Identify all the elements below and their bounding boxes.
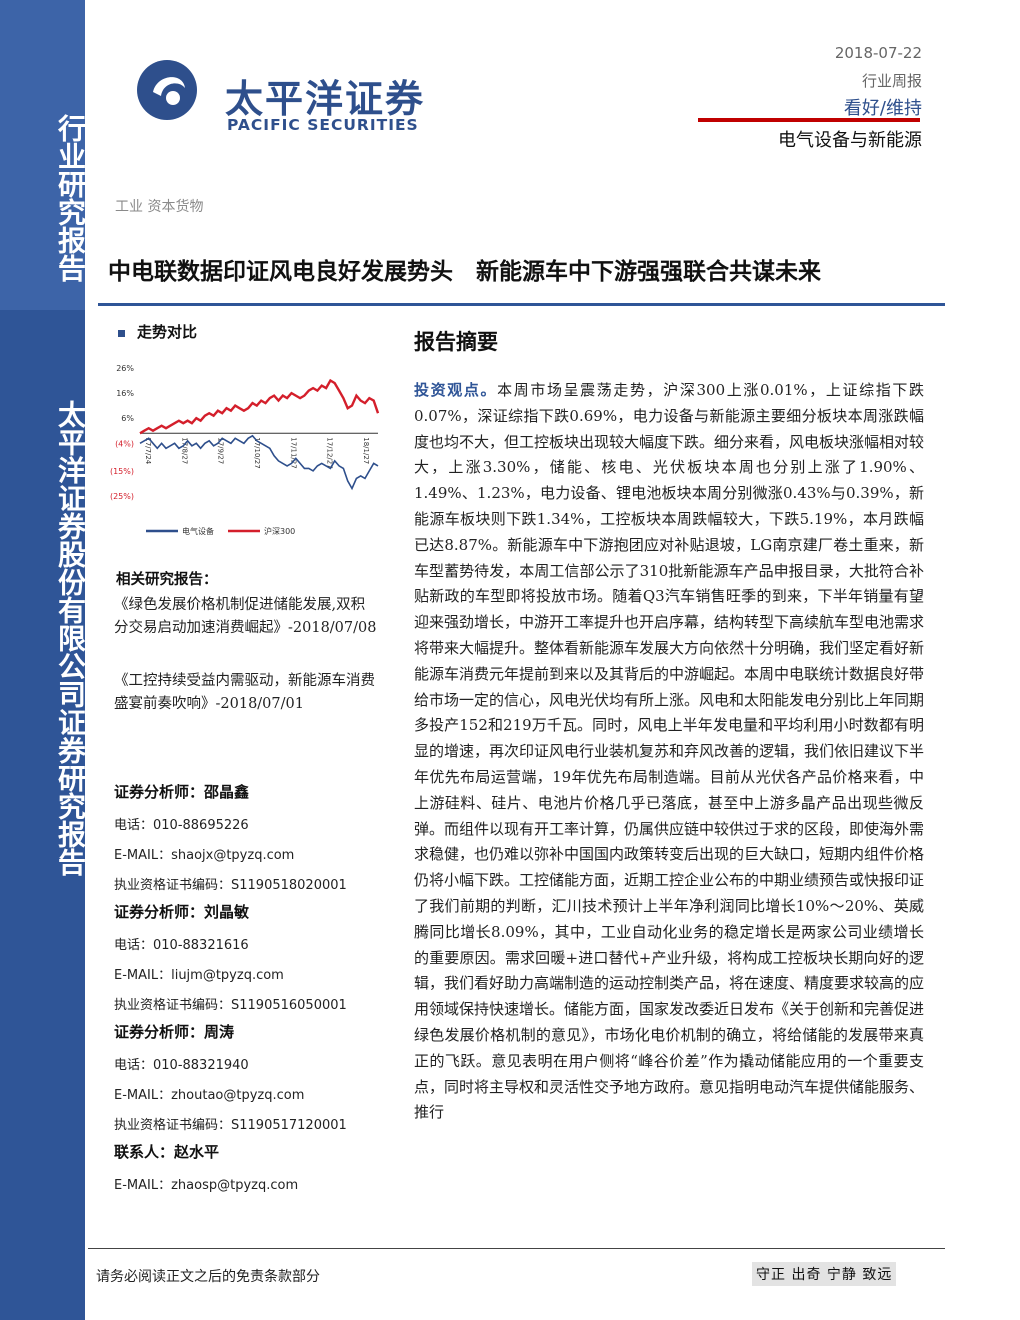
sidebar-bottom-text: 太平洋证券股份有限公司证券研究报告 bbox=[54, 400, 87, 876]
related-heading: 相关研究报告： bbox=[116, 571, 218, 588]
contact-title: 联系人：赵水平 bbox=[114, 1143, 220, 1161]
footer-motto: 守正 出奇 宁静 致远 bbox=[752, 1262, 897, 1286]
logo-english-name: PACIFIC SECURITIES bbox=[227, 116, 419, 134]
rating-badge: 看好/维持 bbox=[843, 98, 922, 119]
y-tick-label: (25%) bbox=[110, 492, 134, 501]
analyst-email[interactable]: E-MAIL：liujm@tpyzq.com bbox=[114, 968, 284, 983]
y-tick-label: (15%) bbox=[110, 467, 134, 476]
rating-underline bbox=[698, 118, 920, 122]
y-tick-label: 16% bbox=[116, 389, 134, 398]
analyst-phone: 电话：010-88321616 bbox=[114, 938, 249, 953]
logo-chinese-name: 太平洋证券 bbox=[225, 77, 426, 121]
industry-tag: 工业 资本货物 bbox=[115, 199, 204, 215]
analyst-cert: 执业资格证书编码：S1190518020001 bbox=[114, 878, 347, 893]
x-tick-label: 17/8/27 bbox=[180, 437, 188, 464]
legend-label: 电气设备 bbox=[182, 526, 214, 536]
series-line-electric bbox=[139, 434, 379, 491]
y-tick-label: 26% bbox=[116, 364, 134, 373]
x-tick-label: 17/10/27 bbox=[253, 437, 261, 468]
related-item[interactable]: 《绿色发展价格机制促进储能发展,双积分交易启动加速消费崛起》-2018/07/0… bbox=[114, 597, 377, 636]
company-logo: 太平洋证券 PACIFIC SECURITIES bbox=[105, 18, 445, 168]
analyst-email[interactable]: E-MAIL：shaojx@tpyzq.com bbox=[114, 848, 295, 863]
sidebar-top-panel bbox=[0, 0, 85, 310]
analyst-email[interactable]: E-MAIL：zhoutao@tpyzq.com bbox=[114, 1088, 305, 1103]
page-title: 中电联数据印证风电良好发展势头 新能源车中下游强强联合共谋未来 bbox=[108, 258, 821, 285]
x-tick-label: 17/9/27 bbox=[217, 437, 225, 464]
legend-label: 沪深300 bbox=[264, 526, 295, 536]
contact-email[interactable]: E-MAIL：zhaosp@tpyzq.com bbox=[114, 1178, 299, 1193]
analyst-title: 证券分析师：周涛 bbox=[114, 1023, 235, 1041]
title-divider bbox=[98, 303, 945, 306]
x-tick-label: 17/12/27 bbox=[326, 437, 334, 468]
report-type: 行业周报 bbox=[861, 72, 922, 90]
analyst-phone: 电话：010-88321940 bbox=[114, 1058, 249, 1073]
analyst-title: 证券分析师：刘晶敏 bbox=[114, 903, 250, 921]
report-date: 2018-07-22 bbox=[834, 44, 922, 62]
y-tick-label: 6% bbox=[121, 414, 134, 423]
x-tick-label: 17/11/27 bbox=[289, 437, 297, 468]
trend-chart: 26% 16% 6% (4%) (15%) (25%) 17/7/24 17/8/27 17/9… bbox=[110, 364, 380, 536]
logo-emblem-icon bbox=[107, 26, 197, 138]
investment-view-label: 投资观点。 bbox=[414, 381, 498, 399]
analyst-cert: 执业资格证书编码：S1190516050001 bbox=[114, 998, 347, 1013]
analyst-title: 证券分析师：邵晶鑫 bbox=[114, 783, 250, 801]
x-tick-label: 18/1/27 bbox=[362, 437, 370, 464]
analyst-cert: 执业资格证书编码：S1190517120001 bbox=[114, 1118, 347, 1133]
bullet-square-icon bbox=[118, 329, 125, 337]
related-item[interactable]: 《工控持续受益内需驱动，新能源车消费盛宴前奏吹响》-2018/07/01 bbox=[114, 673, 375, 712]
analyst-phone: 电话：010-88695226 bbox=[114, 818, 249, 833]
footer-disclaimer: 请务必阅读正文之后的免责条款部分 bbox=[96, 1269, 320, 1285]
sector-label: 电气设备与新能源 bbox=[778, 130, 922, 151]
abstract-body: 投资观点。本周市场呈震荡走势，沪深300上涨0.01%，上证综指下跌0.07%，… bbox=[414, 378, 924, 1126]
y-tick-label: (4%) bbox=[115, 439, 134, 448]
x-tick-label: 17/7/24 bbox=[144, 437, 152, 465]
abstract-text: 本周市场呈震荡走势，沪深300上涨0.01%，上证综指下跌0.07%，深证综指下… bbox=[414, 381, 925, 1122]
trend-heading: 走势对比 bbox=[118, 321, 197, 342]
abstract-heading: 报告摘要 bbox=[414, 329, 498, 354]
series-line-hs300 bbox=[139, 378, 380, 435]
sidebar-top-text: 行业研究报告 bbox=[54, 114, 87, 282]
footer-divider bbox=[88, 1248, 945, 1249]
